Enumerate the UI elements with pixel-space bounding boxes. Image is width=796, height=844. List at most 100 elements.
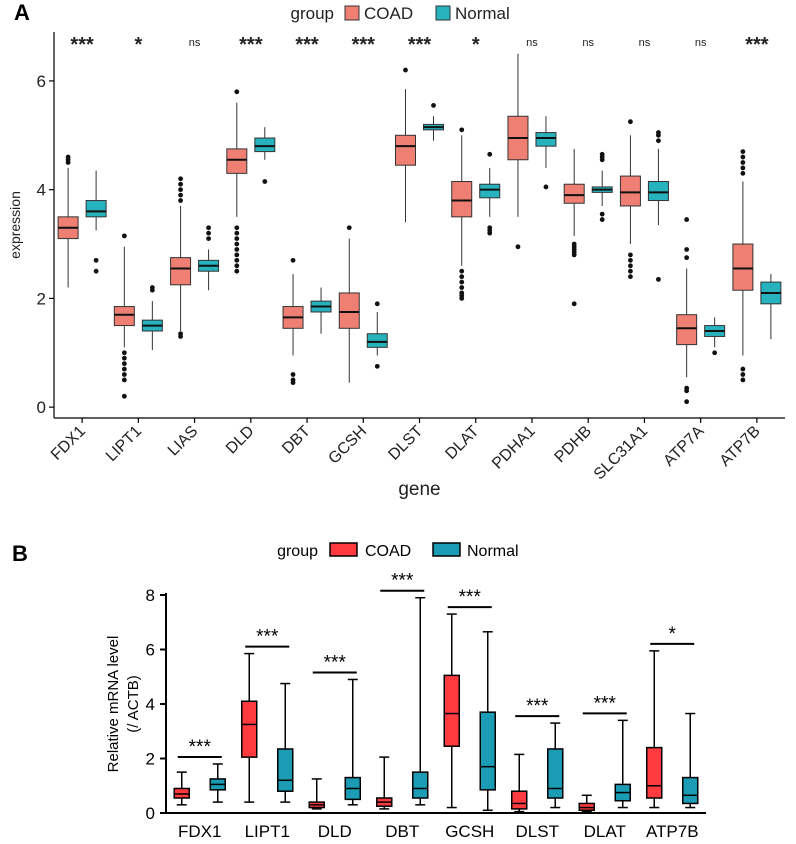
x-tick-label: ATP7B [717,423,764,470]
chart-b-boxplot: 0 2 4 6 8 Relative mRNA level (/ ACTB) group COA… [105,542,706,841]
x-tick-label: PDHA1 [489,423,539,473]
outlier-point [178,187,183,193]
y-tick-label: 0 [37,398,46,417]
outlier-point [628,119,633,125]
outlier-point [740,372,746,377]
legend-label-coad: COAD [365,543,411,560]
legend-swatch-coad [344,5,360,21]
outlier-point [121,393,127,399]
y-tick-label: 2 [37,289,46,308]
box-coad [226,148,248,174]
significance-label: *** [295,34,319,56]
outlier-point [487,225,493,231]
significance-label: *** [594,693,617,714]
x-tick-label: DLD [223,423,258,458]
box-normal [535,132,557,147]
outlier-point [684,385,690,391]
outlier-point [206,230,211,236]
outlier-point [712,350,718,356]
outlier-point [121,233,127,239]
box-coad [443,674,460,747]
outlier-point [656,276,661,282]
box-coad [113,306,135,327]
outlier-point [571,301,577,307]
box-coad [646,746,663,799]
outlier-point [656,138,661,144]
outlier-point [149,285,155,290]
box-normal [647,181,669,202]
legend-title: group [291,4,334,23]
box-coad [451,181,473,218]
box-coad [170,257,192,286]
x-tick-label: GCSH [445,822,494,841]
x-tick-label: LIAS [165,423,202,460]
outlier-point [178,181,183,187]
outlier-point [178,176,183,182]
x-axis-label: gene [398,479,440,500]
outlier-point [121,377,127,383]
outlier-point [234,241,240,247]
x-tick-label: LIPT1 [103,423,145,465]
outlier-point [93,268,99,274]
x-tick-label: ATP7A [660,423,707,470]
outlier-point [740,149,746,155]
outlier-point [206,236,211,241]
x-tick-label: LIPT1 [245,822,290,841]
significance-label: ns [189,37,201,49]
significance-label: *** [745,34,769,56]
box-normal [254,137,276,153]
significance-label: *** [256,627,279,648]
outlier-point [684,217,690,222]
x-tick-label: DLST [516,822,559,841]
outlier-point [234,225,240,231]
significance-label: *** [352,34,376,56]
outlier-point [290,372,296,377]
outlier-point [740,160,746,165]
outlier-point [740,366,746,372]
outlier-point [628,263,633,269]
box-coad [563,183,585,204]
outlier-point [599,151,605,157]
box-coad [619,175,641,207]
outlier-point [684,255,690,261]
box-normal [682,776,699,805]
outlier-point [121,350,127,356]
outlier-point [234,236,240,241]
y-tick-label: 6 [37,72,46,91]
box-normal [479,711,496,791]
significance-label: * [472,34,480,56]
outlier-point [374,363,380,369]
box-normal [366,333,388,348]
box-coad [676,314,698,346]
outlier-point [234,263,240,269]
significance-label: *** [391,571,414,592]
box-normal [479,183,501,199]
y-tick-label: 4 [37,181,46,200]
y-axis-label: expression [7,191,23,259]
outlier-point [234,89,240,95]
outlier-point [262,179,268,184]
significance-label: * [669,624,677,645]
outlier-point [234,257,240,263]
legend-label-normal: Normal [467,543,519,560]
x-tick-label: ATP7B [646,822,699,841]
x-tick-label: FDX1 [48,423,89,464]
box-normal [412,771,429,799]
outlier-point [234,230,240,236]
x-tick-label: DLAT [584,822,626,841]
y-tick-label: 6 [146,641,155,660]
outlier-point [121,361,127,367]
y-axis-label-unit: (/ ACTB) [125,675,142,733]
panel-b-letter: B [12,541,28,566]
significance-label: ns [695,37,707,49]
box-coad [338,292,360,329]
outlier-point [684,399,690,405]
outlier-point [403,67,408,73]
outlier-point [121,355,127,361]
legend-label-coad: COAD [364,4,413,23]
outlier-point [684,247,690,252]
box-normal [277,748,294,792]
outlier-point [487,151,493,157]
y-tick-label: 0 [146,804,155,823]
